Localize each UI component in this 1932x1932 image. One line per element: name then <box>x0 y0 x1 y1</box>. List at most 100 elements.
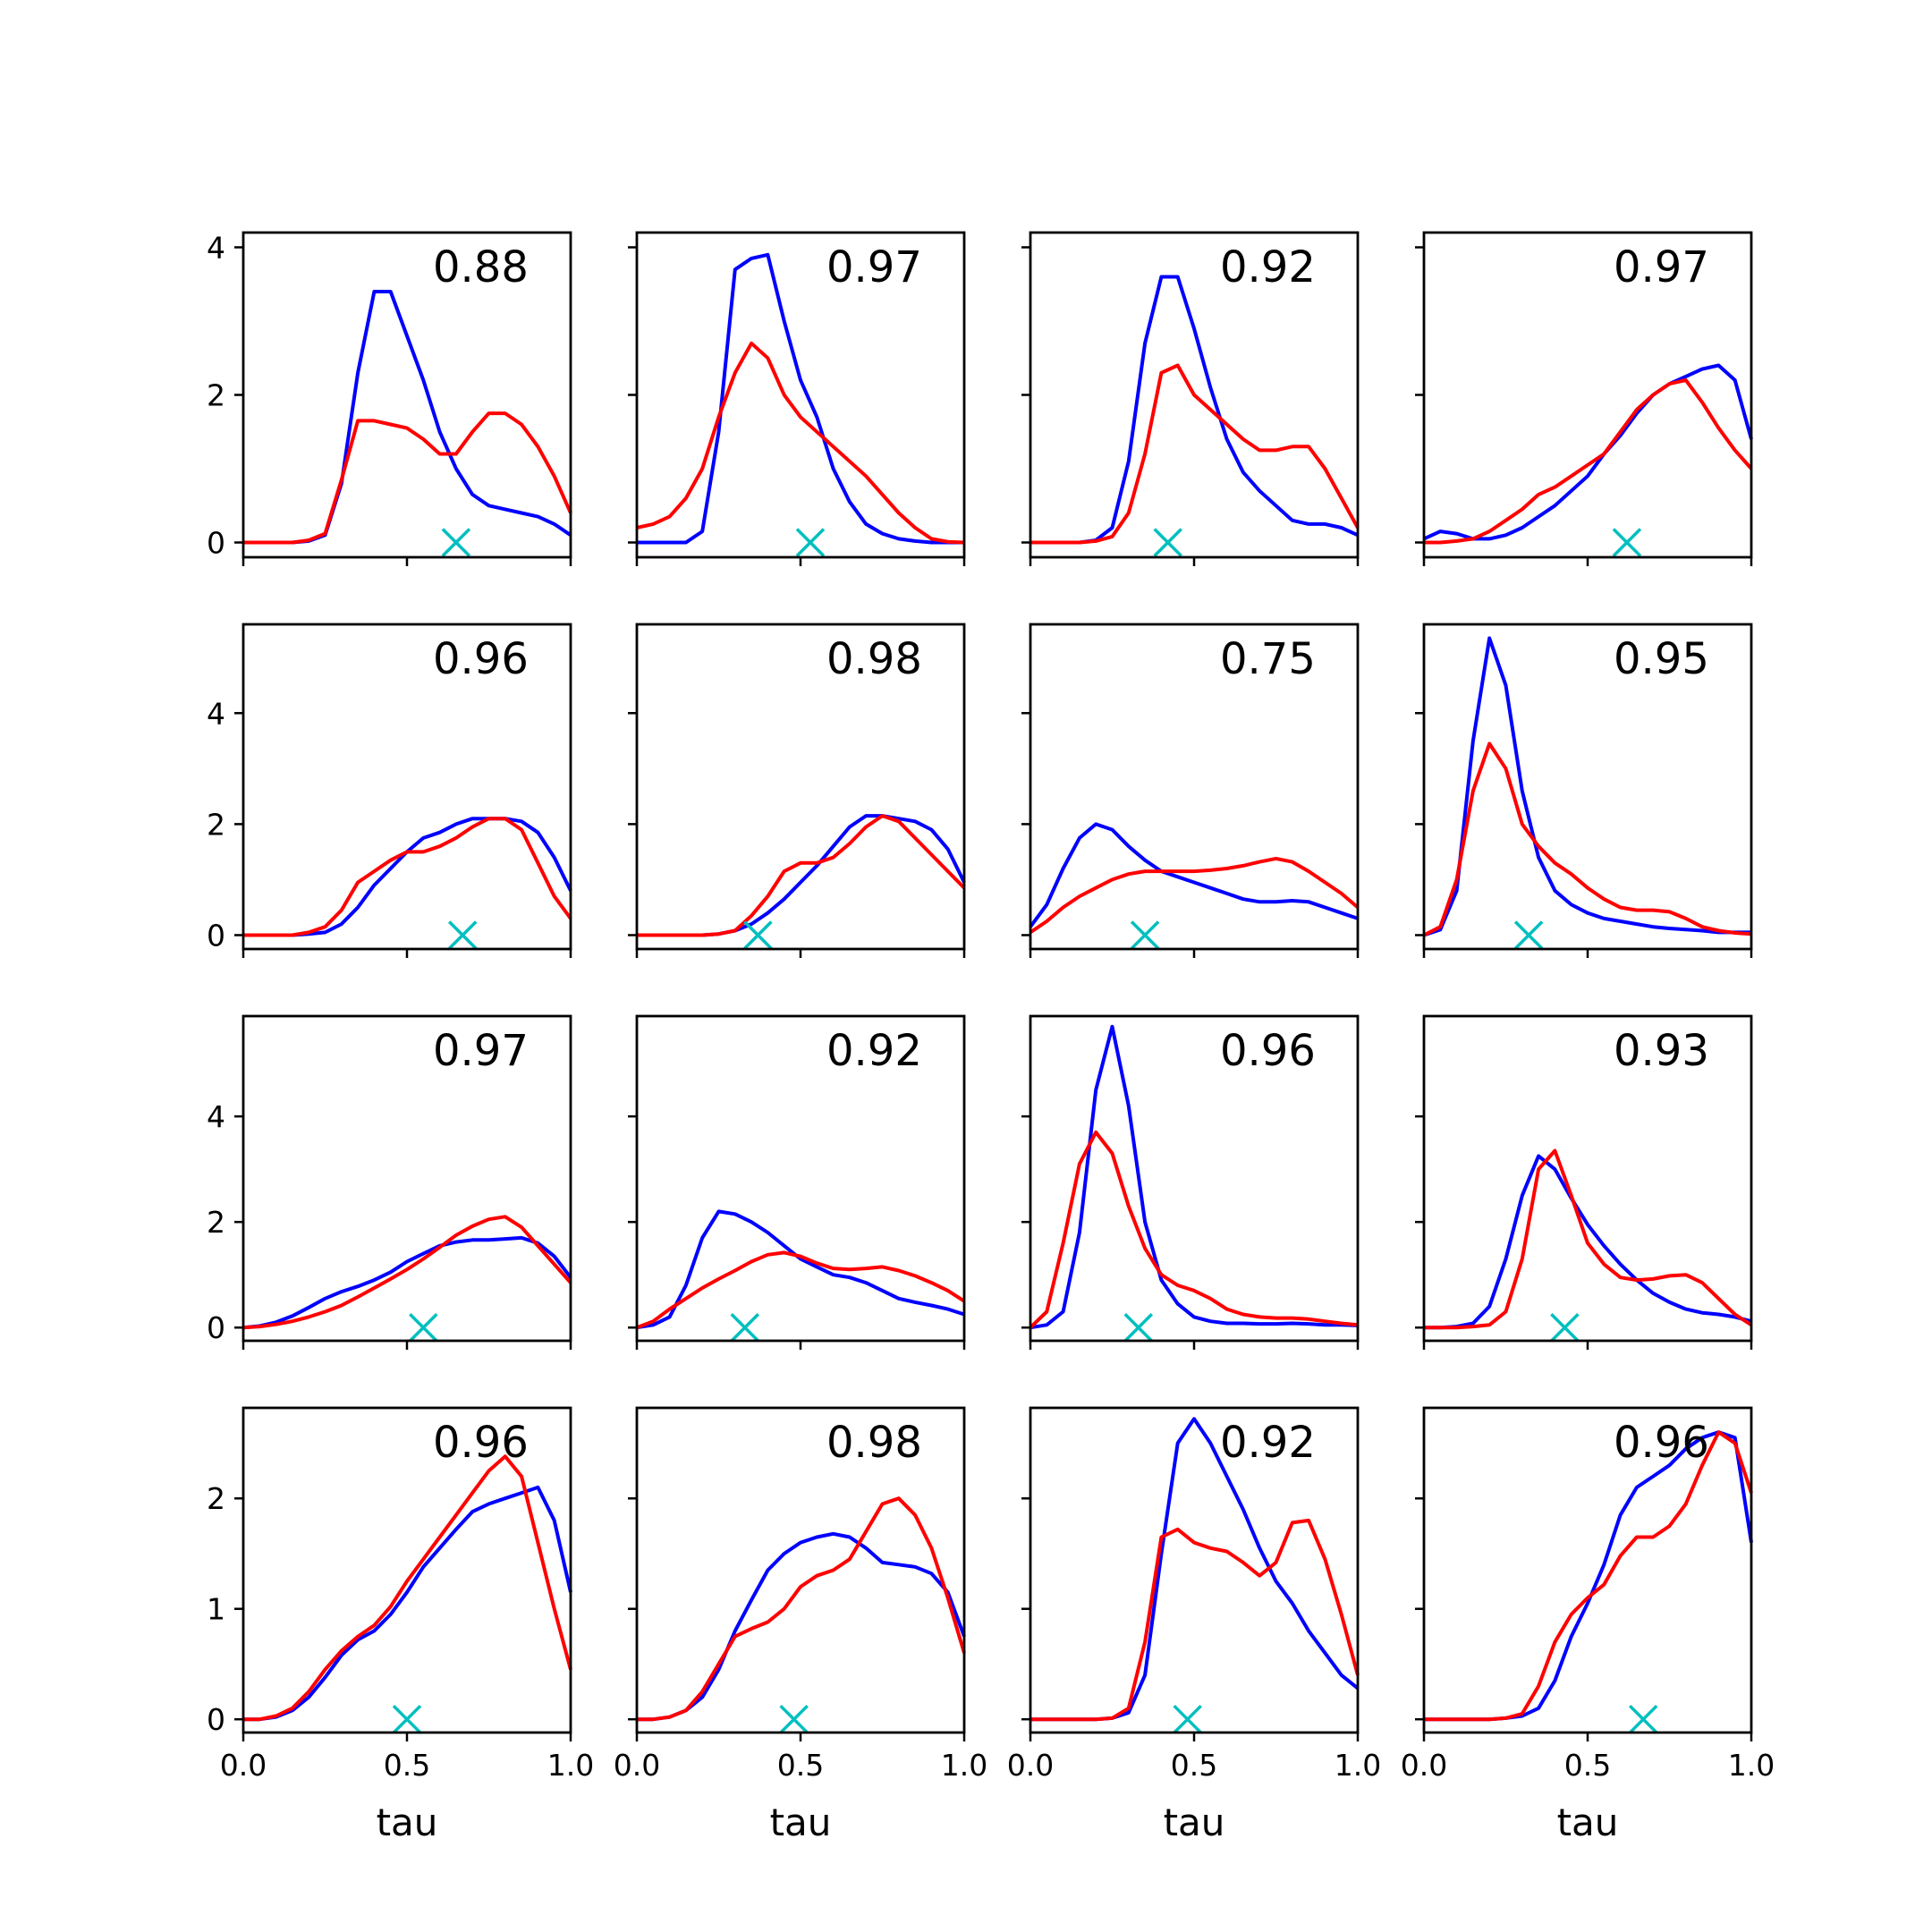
panel-value-label: 0.95 <box>1614 634 1709 684</box>
x-marker <box>743 920 773 950</box>
y-tick-label: 4 <box>207 231 225 266</box>
red-curve <box>243 1454 572 1722</box>
subplot-r4-c3: 0.0 0.5 1.0 tau 0.92 <box>1007 1406 1381 1844</box>
subplot-r2-c1: 0 2 4 0.96 <box>207 623 572 958</box>
blue-curve <box>243 817 572 937</box>
panel-value-label: 0.96 <box>433 1418 529 1468</box>
x-marker <box>1123 1313 1154 1343</box>
subplot-r2-c4: 0.95 <box>1415 623 1753 958</box>
y-tick-label: 0 <box>207 1702 225 1737</box>
y-tick-label: 2 <box>207 1481 225 1516</box>
x-marker <box>1153 528 1182 557</box>
x-marker <box>795 528 826 557</box>
subplot-r3-c2: 0.92 <box>628 1014 966 1350</box>
blue-curve <box>1030 1024 1359 1330</box>
panel-value-label: 0.97 <box>1614 242 1709 292</box>
x-marker <box>392 1704 422 1734</box>
subplot-r2-c3: 0.75 <box>1021 623 1360 958</box>
x-marker <box>730 1313 760 1343</box>
y-tick-label: 2 <box>207 807 225 842</box>
red-curve <box>1423 741 1752 937</box>
x-marker <box>441 528 471 557</box>
red-curve <box>1424 378 1753 545</box>
y-tick-label: 4 <box>207 696 225 731</box>
x-marker <box>1513 920 1544 950</box>
x-marker <box>409 1313 438 1343</box>
red-curve <box>243 411 572 545</box>
x-tick-label: 1.0 <box>1728 1748 1775 1783</box>
x-tick-label: 0.5 <box>1564 1748 1611 1783</box>
red-curve <box>1029 1130 1359 1329</box>
subplot-r2-c2: 0.98 <box>628 623 966 958</box>
panel-value-label: 0.96 <box>1220 1026 1316 1076</box>
red-curve <box>636 1250 966 1330</box>
blue-curve <box>243 290 572 545</box>
x-tick-label: 1.0 <box>547 1748 594 1783</box>
y-tick-label: 4 <box>207 1099 225 1134</box>
x-marker <box>1130 920 1160 950</box>
blue-curve <box>1030 275 1359 545</box>
x-axis-label: tau <box>1164 1801 1225 1844</box>
red-curve <box>636 341 965 545</box>
blue-curve <box>1423 363 1753 541</box>
subplot-r4-c4: 0.0 0.5 1.0 tau 0.96 <box>1401 1406 1775 1844</box>
y-tick-label: 2 <box>207 378 225 413</box>
y-tick-label: 1 <box>207 1592 225 1627</box>
blue-curve <box>1424 1430 1753 1722</box>
y-tick-label: 0 <box>207 526 225 561</box>
subplot-r4-c2: 0.0 0.5 1.0 tau 0.98 <box>614 1406 987 1844</box>
x-marker <box>447 920 478 950</box>
x-tick-label: 0.0 <box>220 1748 267 1783</box>
red-curve <box>1030 363 1360 545</box>
x-tick-label: 1.0 <box>1335 1748 1381 1783</box>
x-marker <box>1612 528 1642 557</box>
red-curve <box>637 814 966 937</box>
subplot-r3-c1: 0 2 4 0.97 <box>207 1014 572 1350</box>
panel-value-label: 0.98 <box>826 1418 922 1468</box>
panel-value-label: 0.97 <box>826 242 922 292</box>
x-tick-label: 1.0 <box>941 1748 987 1783</box>
x-marker <box>1550 1313 1580 1343</box>
blue-curve <box>636 1209 965 1330</box>
y-tick-label: 0 <box>207 1310 225 1345</box>
panel-value-label: 0.97 <box>433 1026 529 1076</box>
red-curve <box>1424 1148 1753 1330</box>
panel-value-label: 0.92 <box>826 1026 922 1076</box>
red-curve <box>243 817 572 937</box>
panel-value-label: 0.75 <box>1220 634 1316 684</box>
panel-value-label: 0.96 <box>1614 1418 1709 1468</box>
x-tick-label: 0.0 <box>614 1748 660 1783</box>
subplot-r1-c3: 0.92 <box>1021 231 1360 566</box>
x-axis-label: tau <box>377 1801 438 1844</box>
panel-value-label: 0.96 <box>433 634 529 684</box>
blue-curve <box>1423 636 1751 937</box>
x-tick-label: 0.5 <box>384 1748 430 1783</box>
blue-curve <box>637 1531 966 1722</box>
panel-value-label: 0.98 <box>826 634 922 684</box>
subplot-r3-c4: 0.93 <box>1415 1014 1753 1350</box>
panel-value-label: 0.92 <box>1220 242 1316 292</box>
red-curve <box>637 1496 966 1722</box>
red-curve <box>242 1215 572 1330</box>
blue-curve <box>242 1235 572 1330</box>
y-tick-label: 0 <box>207 918 225 953</box>
subplot-r4-c1: 0 1 2 0.0 0.5 1.0 tau 0.96 <box>207 1406 594 1844</box>
panel-value-label: 0.92 <box>1220 1418 1316 1468</box>
subplot-r3-c3: 0.96 <box>1021 1014 1360 1350</box>
panel-value-label: 0.93 <box>1614 1026 1709 1076</box>
subplot-r1-c1: 0 2 4 0.88 <box>207 231 572 566</box>
blue-curve <box>243 1485 572 1722</box>
x-tick-label: 0.0 <box>1401 1748 1447 1783</box>
blue-curve <box>637 252 964 545</box>
x-marker <box>779 1704 809 1734</box>
blue-curve <box>637 814 966 937</box>
x-marker <box>1628 1704 1658 1734</box>
x-tick-label: 0.5 <box>777 1748 824 1783</box>
blue-curve <box>1424 1154 1752 1330</box>
y-tick-label: 2 <box>207 1205 225 1240</box>
red-curve <box>1030 1518 1360 1722</box>
x-axis-label: tau <box>1557 1801 1619 1844</box>
subplot-r1-c4: 0.97 <box>1415 231 1753 566</box>
subplot-r1-c2: 0.97 <box>628 231 966 566</box>
